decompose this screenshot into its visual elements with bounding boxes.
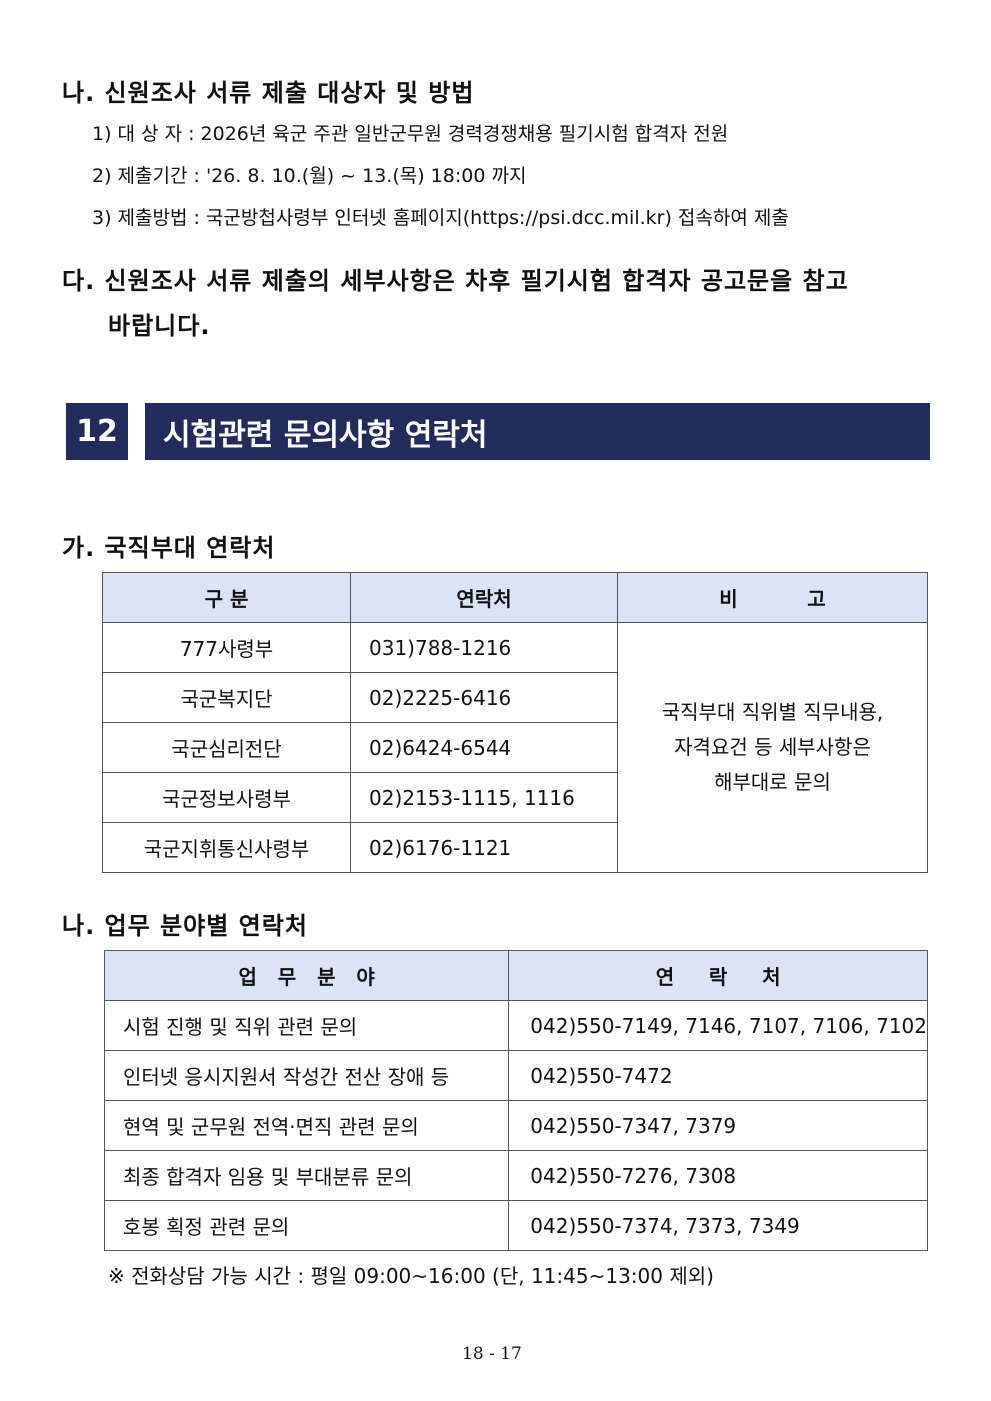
phone-cell: 02)2225-6416 bbox=[350, 672, 618, 723]
unit-cell: 국군지휘통신사령부 bbox=[102, 822, 351, 873]
phone-cell: 02)6424-6544 bbox=[350, 722, 618, 773]
unit-cell: 국군정보사령부 bbox=[102, 772, 351, 823]
section-heading-da-cont: 바랍니다. bbox=[108, 312, 211, 340]
col-header: 구 분 bbox=[102, 572, 351, 623]
phone-cell: 042)550-7149, 7146, 7107, 7106, 7102 bbox=[508, 1000, 928, 1051]
unit-contact-table: 구 분 연락처 비 고 777사령부 031)788-1216 국직부대 직위별 직무… bbox=[102, 572, 928, 873]
unit-cell: 777사령부 bbox=[102, 622, 351, 673]
table-row: 777사령부 031)788-1216 국직부대 직위별 직무내용, 자격요건 등 … bbox=[102, 622, 928, 873]
col-header: 업 무 분 야 bbox=[103, 950, 510, 1001]
table2-heading: 나. 업무 분야별 연락처 bbox=[62, 912, 308, 940]
col-header: 연락처 bbox=[350, 572, 618, 623]
phone-cell: 042)550-7472 bbox=[508, 1050, 928, 1101]
remark-line: 자격요건 등 세부사항은 bbox=[674, 735, 871, 759]
field-cell: 인터넷 응시지원서 작성간 전산 장애 등 bbox=[103, 1050, 510, 1101]
field-cell: 현역 및 군무원 전역·면직 관련 문의 bbox=[103, 1100, 510, 1151]
phone-hours-note: ※ 전화상담 가능 시간 : 평일 09:00~16:00 (단, 11:45~… bbox=[108, 1264, 714, 1288]
remark-line: 국직부대 직위별 직무내용, bbox=[661, 700, 884, 724]
col-header: 비 고 bbox=[617, 572, 928, 623]
field-cell: 호봉 획정 관련 문의 bbox=[103, 1200, 510, 1251]
unit-cell: 국군심리전단 bbox=[102, 722, 351, 773]
table-row: 국군정보사령부 02)2153-1115, 1116 bbox=[102, 772, 928, 823]
table-row: 최종 합격자 임용 및 부대분류 문의 042)550-7276, 7308 bbox=[103, 1150, 928, 1201]
table1-heading: 가. 국직부대 연락처 bbox=[62, 534, 276, 562]
phone-cell: 042)550-7276, 7308 bbox=[508, 1150, 928, 1201]
section-title: 시험관련 문의사항 연락처 bbox=[145, 403, 930, 460]
section-number: 12 bbox=[66, 403, 128, 460]
remark-line: 해부대로 문의 bbox=[714, 770, 831, 794]
table-row: 국군지휘통신사령부 02)6176-1121 bbox=[102, 822, 928, 873]
unit-cell: 국군복지단 bbox=[102, 672, 351, 723]
table-row: 현역 및 군무원 전역·면직 관련 문의 042)550-7347, 7379 bbox=[103, 1100, 928, 1151]
field-cell: 최종 합격자 임용 및 부대분류 문의 bbox=[103, 1150, 510, 1201]
table-row: 인터넷 응시지원서 작성간 전산 장애 등 042)550-7472 bbox=[103, 1050, 928, 1101]
section-heading-da: 다. 신원조사 서류 제출의 세부사항은 차후 필기시험 합격자 공고문을 참고 bbox=[62, 267, 849, 295]
col-header: 연 락 처 bbox=[508, 950, 928, 1001]
table-row: 시험 진행 및 직위 관련 문의 042)550-7149, 7146, 7107… bbox=[103, 1000, 928, 1051]
page-number: 18 - 17 bbox=[462, 1344, 522, 1364]
phone-cell: 02)6176-1121 bbox=[350, 822, 618, 873]
phone-cell: 031)788-1216 bbox=[350, 622, 618, 673]
phone-cell: 042)550-7347, 7379 bbox=[508, 1100, 928, 1151]
list-item: 1) 대 상 자 : 2026년 육군 주관 일반군무원 경력경쟁채용 필기시험… bbox=[92, 123, 729, 145]
field-cell: 시험 진행 및 직위 관련 문의 bbox=[103, 1000, 510, 1051]
phone-cell: 02)2153-1115, 1116 bbox=[350, 772, 618, 823]
phone-cell: 042)550-7374, 7373, 7349 bbox=[508, 1200, 928, 1251]
table-row: 국군복지단 02)2225-6416 bbox=[102, 672, 928, 723]
section-heading-na: 나. 신원조사 서류 제출 대상자 및 방법 bbox=[62, 79, 475, 107]
list-item: 3) 제출방법 : 국군방첩사령부 인터넷 홈페이지(https://psi.d… bbox=[92, 207, 789, 229]
list-item: 2) 제출기간 : '26. 8. 10.(월) ~ 13.(목) 18:00 … bbox=[92, 165, 527, 187]
table-row: 호봉 획정 관련 문의 042)550-7374, 7373, 7349 bbox=[103, 1200, 928, 1251]
